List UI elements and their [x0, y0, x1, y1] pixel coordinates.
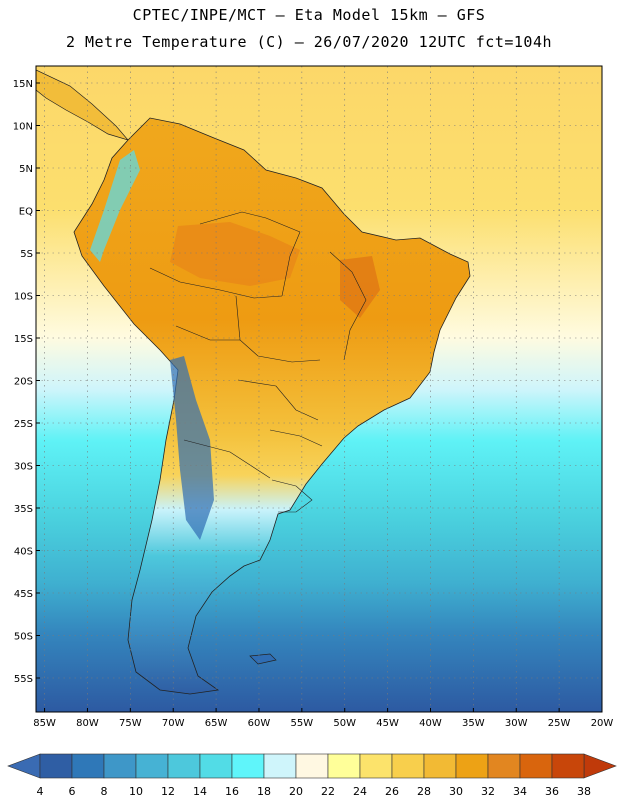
colorbar-swatch	[231, 753, 265, 779]
colorbar-label: 10	[129, 785, 143, 798]
andes-cold-north	[90, 150, 140, 262]
lon-tick-label: 50W	[333, 718, 356, 729]
lat-tick-label: 45S	[14, 589, 33, 600]
colorbar-label: 38	[577, 785, 591, 798]
lat-tick-label: 10S	[14, 292, 33, 303]
title-line-2: 2 Metre Temperature (C) – 26/07/2020 12U…	[65, 33, 553, 51]
lon-tick-label: 75W	[119, 718, 142, 729]
lon-tick-label: 35W	[462, 718, 485, 729]
colorbar-label: 30	[449, 785, 463, 798]
colorbar-label: 36	[545, 785, 559, 798]
lat-tick-label: 5N	[19, 164, 33, 175]
colorbar-label: 28	[417, 785, 431, 798]
central-america-land	[36, 69, 130, 141]
lat-tick-label: EQ	[19, 207, 33, 218]
colorbar-label: 6	[69, 785, 76, 798]
colorbar-swatch	[391, 753, 425, 779]
lat-tick-label: 40S	[14, 547, 33, 558]
colorbar-label: 18	[257, 785, 271, 798]
colorbar-high-arrow	[583, 753, 617, 779]
lat-tick-label: 15N	[13, 79, 33, 90]
colorbar-swatch	[167, 753, 201, 779]
colorbar-swatch	[263, 753, 297, 779]
colorbar-label: 20	[289, 785, 303, 798]
colorbar-swatch	[423, 753, 457, 779]
andes-cold-south	[170, 356, 214, 540]
colorbar-swatch	[135, 753, 169, 779]
lon-tick-label: 25W	[548, 718, 571, 729]
title-line-1: CPTEC/INPE/MCT – Eta Model 15km – GFS	[132, 6, 486, 24]
colorbar-swatch	[199, 753, 233, 779]
colorbar-swatch	[551, 753, 585, 779]
colorbar-label: 24	[353, 785, 367, 798]
lon-tick-label: 20W	[591, 718, 614, 729]
colorbar-swatch	[487, 753, 521, 779]
colorbar-label: 34	[513, 785, 527, 798]
lon-tick-label: 65W	[205, 718, 228, 729]
lat-tick-label: 20S	[14, 377, 33, 388]
cerrado-hot-core	[340, 256, 380, 318]
colorbar-swatch	[519, 753, 553, 779]
lat-tick-label: 30S	[14, 462, 33, 473]
lon-tick-label: 80W	[76, 718, 99, 729]
latitude-axis: 15N 10N 5N EQ 5S 10S 15S 20S 25S 30S 35S 40S 45S 50S 5…	[13, 79, 40, 685]
colorbar-label: 12	[161, 785, 175, 798]
longitude-axis: 85W 80W 75W 70W 65W 60W 55W 50W 45W 40W 35W 30W 25W 2…	[33, 708, 613, 729]
lat-tick-label: 50S	[14, 632, 33, 643]
colorbar-swatch	[71, 753, 105, 779]
map-frame	[35, 65, 603, 713]
colorbar-swatch	[455, 753, 489, 779]
colorbar-label: 26	[385, 785, 399, 798]
colorbar-low-arrow	[7, 753, 41, 779]
colorbar-swatch	[103, 753, 137, 779]
lat-tick-label: 25S	[14, 419, 33, 430]
country-borders	[149, 211, 367, 513]
colorbar-swatch	[295, 753, 329, 779]
lat-tick-label: 5S	[20, 249, 33, 260]
lon-tick-label: 30W	[505, 718, 528, 729]
lon-tick-label: 85W	[33, 718, 56, 729]
lon-tick-label: 55W	[291, 718, 314, 729]
amazon-hot-core	[170, 222, 300, 286]
graticule	[36, 66, 602, 712]
lon-tick-label: 40W	[419, 718, 442, 729]
map-field	[36, 66, 602, 712]
colorbar-label: 16	[225, 785, 239, 798]
colorbar-label: 8	[101, 785, 108, 798]
colorbar-swatch	[327, 753, 361, 779]
lat-tick-label: 35S	[14, 504, 33, 515]
colorbar-label: 22	[321, 785, 335, 798]
colorbar-swatch	[39, 753, 73, 779]
lat-tick-label: 10N	[13, 122, 33, 133]
falkland-islands	[249, 653, 277, 665]
colorbar-label: 4	[37, 785, 44, 798]
lon-tick-label: 60W	[248, 718, 271, 729]
colorbar-swatch	[359, 753, 393, 779]
lon-tick-label: 45W	[376, 718, 399, 729]
colorbar-label: 32	[481, 785, 495, 798]
lat-tick-label: 55S	[14, 674, 33, 685]
lon-tick-label: 70W	[162, 718, 185, 729]
colorbar-label: 14	[193, 785, 207, 798]
lat-tick-label: 15S	[14, 334, 33, 345]
temperature-colorbar: 4 6 8 10 12 14 16 18 20 22 24 26 28 30 32 34 36 38	[7, 753, 617, 798]
